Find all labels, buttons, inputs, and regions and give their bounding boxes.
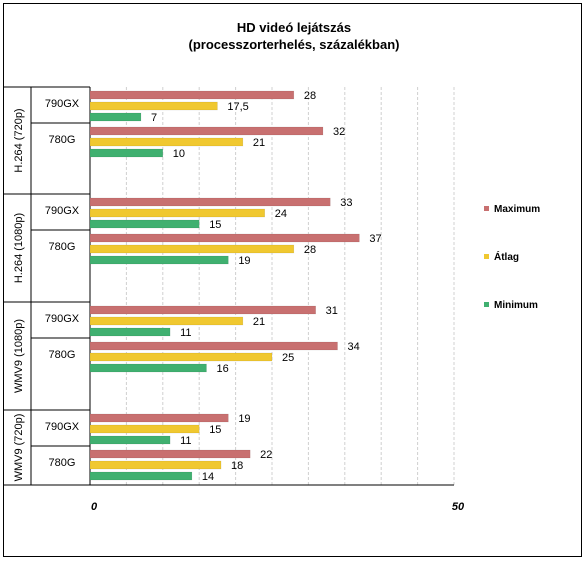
bar-maximum bbox=[89, 90, 295, 100]
bar-tlag bbox=[89, 244, 295, 254]
chart-svg: HD videó lejátszás (processzorterhelés, s… bbox=[4, 20, 540, 513]
data-label: 11 bbox=[180, 435, 191, 447]
chart-subtitle: (processzorterhelés, százalékban) bbox=[189, 37, 400, 52]
data-label: 15 bbox=[209, 219, 221, 231]
group-label: H.264 (720p) bbox=[13, 108, 25, 172]
data-label: 19 bbox=[238, 413, 250, 425]
data-label: 17,5 bbox=[227, 101, 248, 113]
data-label: 37 bbox=[369, 233, 381, 245]
bar-maximum bbox=[89, 449, 251, 459]
data-label: 21 bbox=[253, 316, 265, 328]
bar-maximum bbox=[89, 341, 338, 351]
bar-maximum bbox=[89, 305, 316, 315]
bar-tlag bbox=[89, 352, 273, 362]
bar-tlag bbox=[89, 460, 222, 470]
bar-tlag bbox=[89, 101, 218, 111]
row-label: 790GX bbox=[45, 205, 80, 217]
data-label: 25 bbox=[282, 352, 294, 364]
bar-maximum bbox=[89, 197, 331, 207]
group-label: H.264 (1080p) bbox=[13, 213, 25, 283]
group-label: WMV9 (1080p) bbox=[13, 319, 25, 393]
bar-maximum bbox=[89, 413, 229, 423]
bar-tlag bbox=[89, 316, 244, 326]
bar-minimum bbox=[89, 255, 229, 265]
bar-minimum bbox=[89, 471, 193, 481]
data-label: 14 bbox=[202, 471, 214, 483]
bar-tlag bbox=[89, 208, 265, 218]
bar-maximum bbox=[89, 233, 360, 243]
row-label: 790GX bbox=[45, 98, 80, 110]
bar-tlag bbox=[89, 137, 244, 147]
data-label: 28 bbox=[304, 90, 316, 102]
bar-minimum bbox=[89, 219, 200, 229]
bar-minimum bbox=[89, 327, 171, 337]
data-label: 19 bbox=[238, 255, 250, 267]
chart-title: HD videó lejátszás bbox=[237, 20, 351, 35]
row-label: 790GX bbox=[45, 313, 80, 325]
data-label: 28 bbox=[304, 244, 316, 256]
data-label: 31 bbox=[326, 305, 338, 317]
data-label: 33 bbox=[340, 197, 352, 209]
data-label: 21 bbox=[253, 137, 265, 149]
bar-minimum bbox=[89, 112, 142, 122]
legend-label: Átlag bbox=[494, 250, 519, 263]
group-label: WMV9 (720p) bbox=[13, 414, 25, 482]
data-label: 11 bbox=[180, 327, 191, 339]
row-label: 780G bbox=[49, 457, 76, 469]
row-label: 790GX bbox=[45, 421, 80, 433]
bar-tlag bbox=[89, 424, 200, 434]
legend-swatch-tlag bbox=[484, 254, 489, 259]
chart-frame: HD videó lejátszás (processzorterhelés, s… bbox=[3, 3, 582, 557]
data-label: 32 bbox=[333, 126, 345, 138]
bar-maximum bbox=[89, 126, 324, 136]
x-tick-label: 50 bbox=[452, 501, 465, 513]
data-label: 15 bbox=[209, 424, 221, 436]
data-label: 24 bbox=[275, 208, 287, 220]
row-label: 780G bbox=[49, 349, 76, 361]
legend-swatch-maximum bbox=[484, 206, 489, 211]
data-label: 7 bbox=[151, 112, 157, 124]
legend-label: Minimum bbox=[494, 300, 538, 311]
bar-minimum bbox=[89, 363, 207, 373]
row-label: 780G bbox=[49, 134, 76, 146]
data-label: 18 bbox=[231, 460, 243, 472]
bar-minimum bbox=[89, 435, 171, 445]
bar-minimum bbox=[89, 148, 164, 158]
x-tick-label: 0 bbox=[91, 501, 98, 513]
data-label: 34 bbox=[348, 341, 360, 353]
legend-label: Maximum bbox=[494, 204, 540, 215]
legend-swatch-minimum bbox=[484, 302, 489, 307]
data-label: 16 bbox=[216, 363, 228, 375]
data-label: 10 bbox=[173, 148, 185, 160]
row-label: 780G bbox=[49, 241, 76, 253]
data-label: 22 bbox=[260, 449, 272, 461]
